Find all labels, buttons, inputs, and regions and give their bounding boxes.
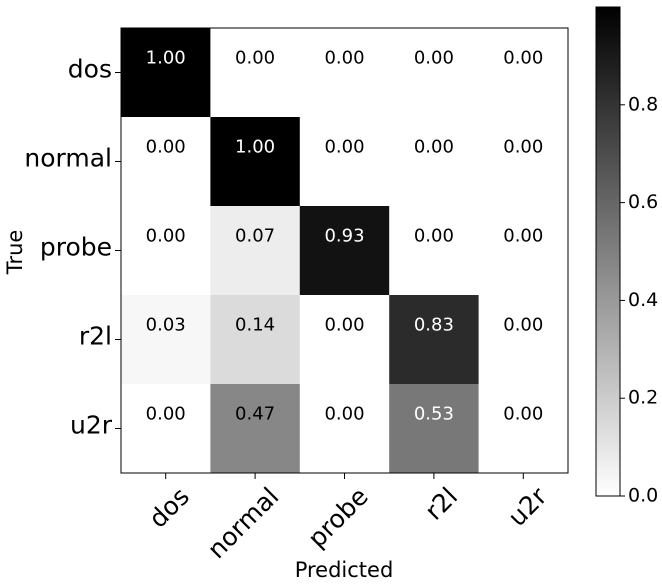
cell-value-label: 0.93 (324, 226, 364, 247)
cell-value-label: 0.03 (146, 315, 186, 336)
x-tick-label: probe (302, 482, 374, 554)
cell-value-label: 0.00 (503, 315, 543, 336)
x-axis-label: Predicted (295, 558, 394, 582)
cell-value-label: 0.00 (324, 315, 364, 336)
heatmap-cell (210, 206, 301, 296)
cell-value-label: 0.00 (414, 226, 454, 247)
cell-value-label: 0.14 (235, 315, 275, 336)
cell-value-label: 0.00 (503, 48, 543, 69)
y-tick-label: dos (68, 55, 112, 84)
colorbar-tick-label: 0.8 (628, 93, 658, 115)
heatmap-cell (478, 295, 569, 385)
y-tick-label: normal (24, 144, 112, 173)
cell-value-label: 0.00 (414, 137, 454, 158)
cell-value-label: 0.00 (324, 137, 364, 158)
heatmap-cell (210, 28, 301, 118)
colorbar-tick-label: 0.4 (628, 289, 658, 311)
cell-value-label: 0.00 (324, 404, 364, 425)
heatmap-cell (121, 117, 211, 207)
heatmap-cell (299, 117, 390, 207)
heatmap-cell (210, 384, 301, 474)
heatmap-cell (299, 295, 390, 385)
cell-value-label: 1.00 (235, 137, 275, 158)
heatmap-cell (389, 206, 480, 296)
heatmap-cell (121, 206, 211, 296)
x-tick-label: normal (202, 482, 284, 564)
cell-value-label: 0.47 (235, 404, 275, 425)
heatmap-cell (389, 295, 480, 385)
heatmap-cell (478, 206, 569, 296)
cell-value-label: 0.00 (146, 226, 186, 247)
cell-value-label: 0.83 (414, 315, 454, 336)
cell-value-label: 0.00 (146, 137, 186, 158)
cell-value-label: 0.00 (324, 48, 364, 69)
colorbar-tick-label: 0.6 (628, 191, 658, 213)
heatmap-cell-labels: 1.00 0.00 0.00 0.00 0.00 0.00 1.00 0.00 0.00 0.00… (146, 48, 544, 425)
cell-value-label: 0.00 (503, 404, 543, 425)
x-tick-label: u2r (502, 481, 553, 532)
heatmap-cell (121, 295, 211, 385)
cell-value-label: 0.53 (414, 404, 454, 425)
heatmap-cells (121, 28, 569, 474)
heatmap-cell (299, 384, 390, 474)
cell-value-label: 0.00 (235, 48, 275, 69)
cell-value-label: 0.00 (503, 226, 543, 247)
x-tick-label: dos (143, 482, 195, 534)
heatmap-cell (389, 28, 480, 118)
heatmap-cell (121, 384, 211, 474)
y-tick-label: u2r (70, 411, 113, 440)
heatmap-cell (478, 117, 569, 207)
colorbar-tick-label: 0.0 (628, 485, 658, 507)
cell-value-label: 0.07 (235, 226, 275, 247)
x-axis-ticks: dos normal probe r2l u2r (143, 473, 553, 564)
heatmap-cell (121, 28, 211, 118)
heatmap-cell (478, 28, 569, 118)
x-tick-label: r2l (419, 482, 463, 526)
cell-value-label: 0.00 (414, 48, 454, 69)
colorbar (595, 6, 621, 497)
heatmap-cell (299, 28, 390, 118)
heatmap-cell (299, 206, 390, 296)
y-tick-label: r2l (79, 322, 112, 351)
cell-value-label: 0.00 (146, 404, 186, 425)
colorbar-ticks: 0.0 0.2 0.4 0.6 0.8 (620, 93, 658, 507)
heatmap-cell (210, 117, 301, 207)
cell-value-label: 1.00 (146, 48, 186, 69)
heatmap-cell (210, 295, 301, 385)
y-tick-label: probe (40, 233, 112, 262)
heatmap-cell (389, 117, 480, 207)
cell-value-label: 0.00 (503, 137, 543, 158)
colorbar-tick-label: 0.2 (628, 387, 658, 409)
heatmap-cell (389, 384, 480, 474)
y-axis-label: True (3, 230, 27, 276)
heatmap-cell (478, 384, 569, 474)
y-axis-ticks: dos normal probe r2l u2r (24, 55, 121, 440)
